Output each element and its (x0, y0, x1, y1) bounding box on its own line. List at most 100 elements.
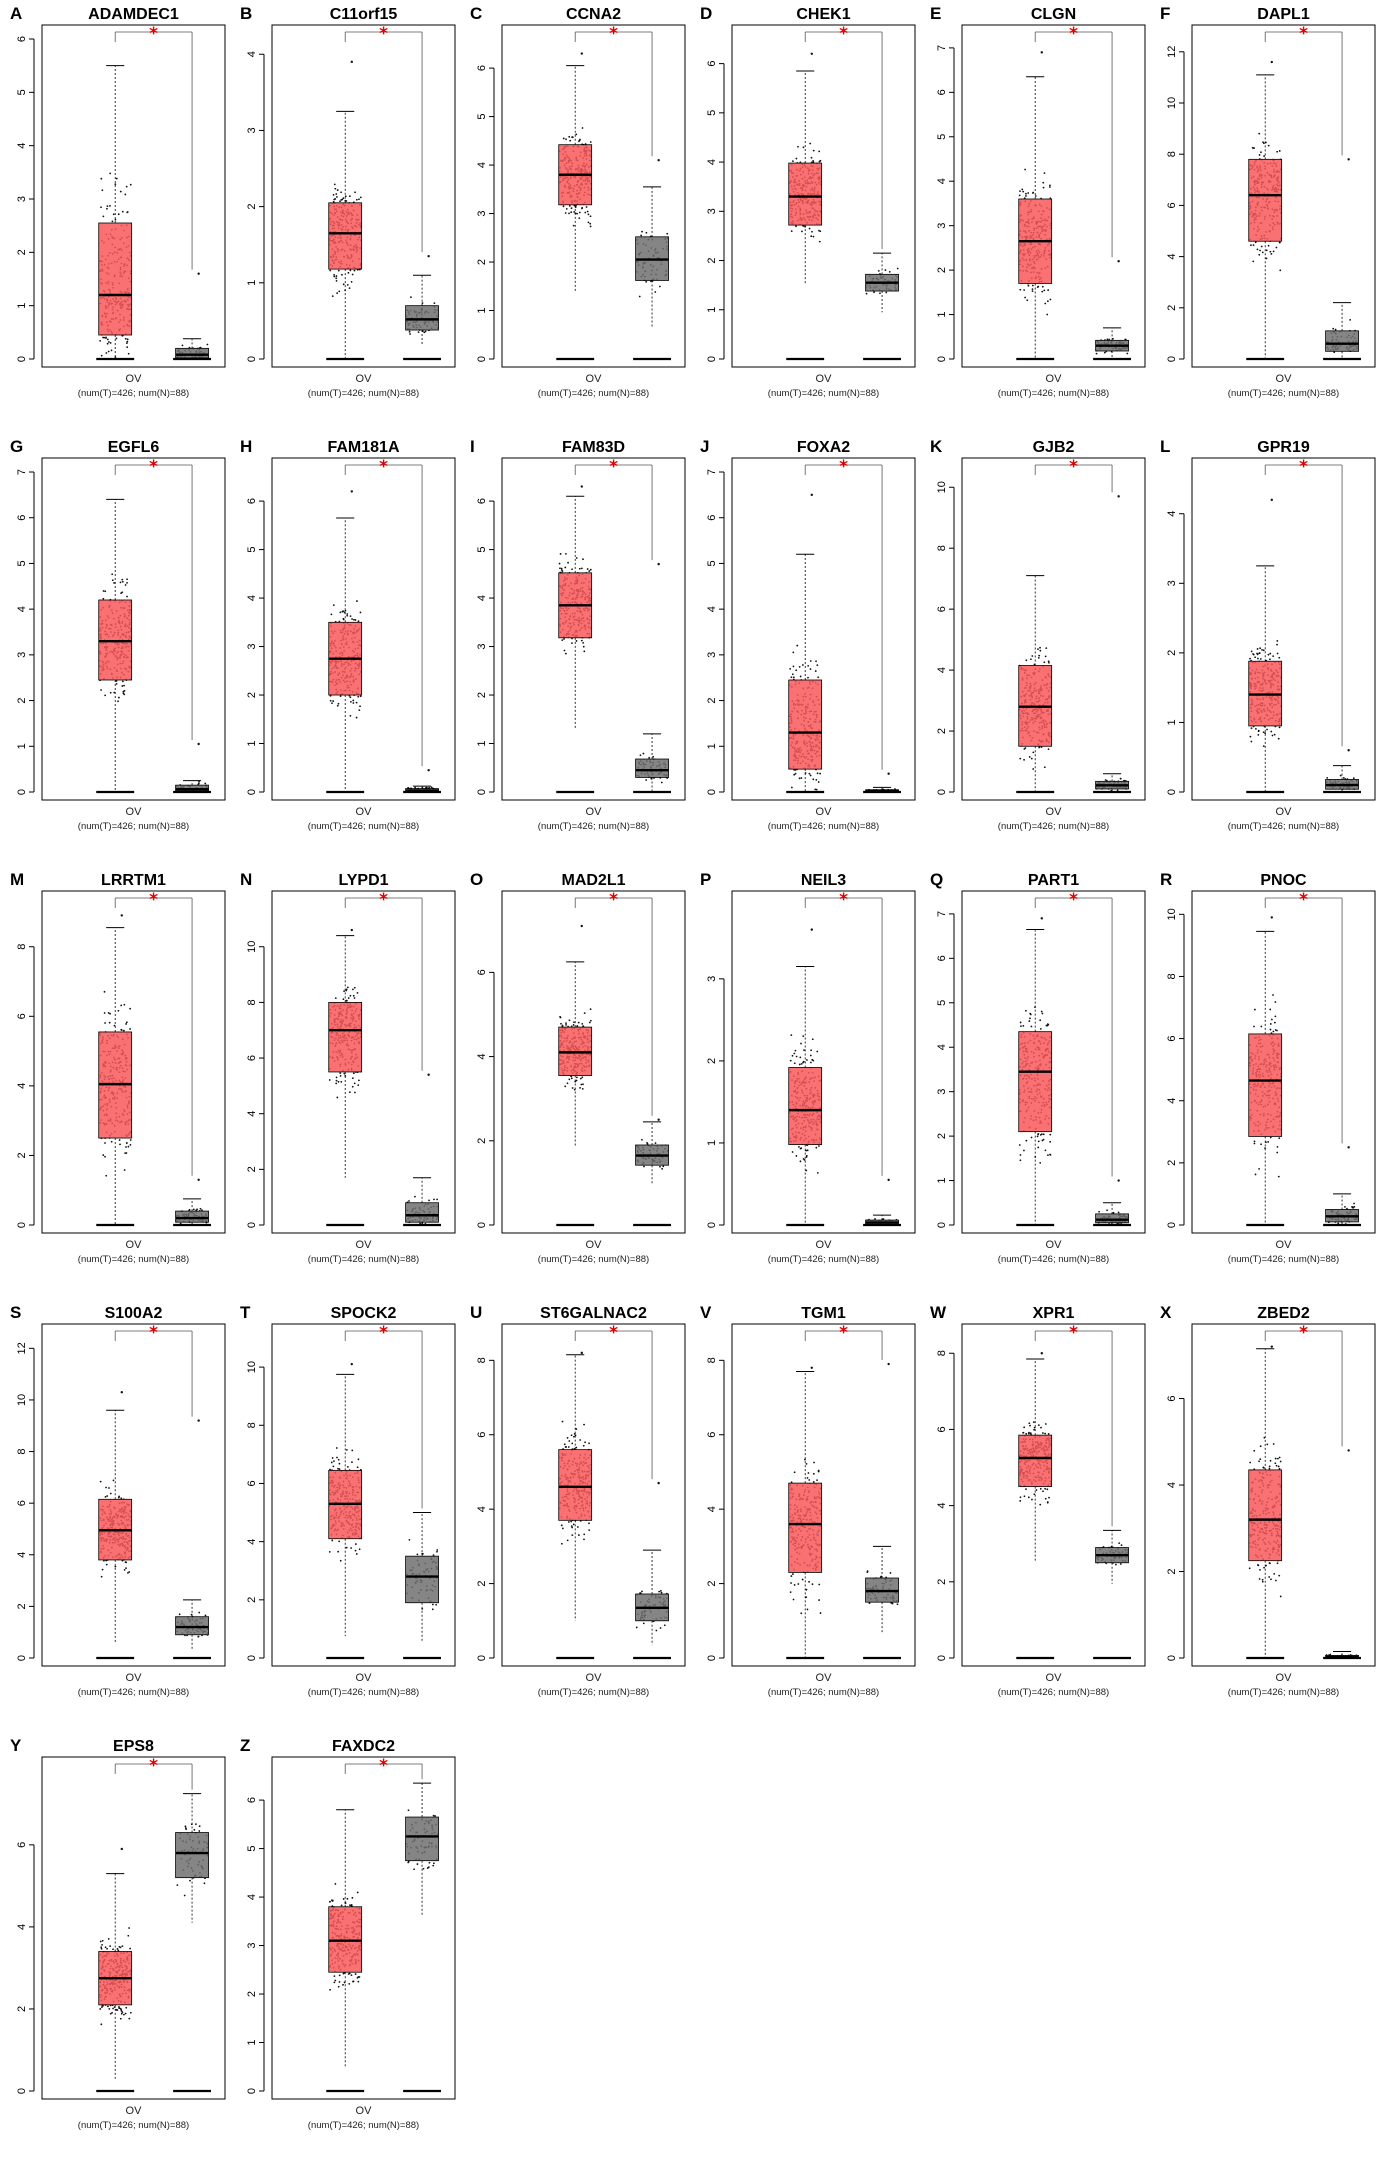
data-point (580, 639, 583, 642)
sample-counts: (num(T)=426; num(N)=88) (538, 388, 649, 399)
data-point (1043, 766, 1046, 769)
data-point (340, 1080, 343, 1083)
box-iqr (175, 1210, 209, 1223)
data-point (1267, 653, 1270, 656)
outlier-point (197, 272, 200, 275)
outlier-point (810, 493, 813, 497)
panel-letter: J (700, 437, 709, 456)
y-tick-label: 12 (1166, 46, 1178, 58)
panel-m: M LRRTM1 0 2 4 6 8 OV (num(T)=426; num(N)=88) * (0, 866, 230, 1299)
data-point (109, 205, 111, 207)
data-point (1271, 734, 1274, 737)
data-point (1254, 241, 1257, 244)
data-point (812, 149, 815, 152)
data-point (121, 210, 124, 213)
y-tick-label: 6 (476, 65, 488, 71)
sample-counts: (num(T)=426; num(N)=88) (998, 388, 1109, 399)
data-point (352, 994, 355, 997)
data-point (341, 198, 344, 201)
data-point (129, 1007, 132, 1010)
data-point (352, 699, 355, 702)
data-point (1262, 731, 1265, 734)
data-point (572, 224, 575, 227)
sample-counts: (num(T)=426; num(N)=88) (1228, 821, 1339, 832)
data-point (346, 613, 349, 615)
data-point (896, 267, 899, 270)
data-point (337, 269, 340, 272)
significance-star: * (609, 457, 618, 477)
panel-i: I FAM83D 0 1 2 3 4 5 6 OV (num(T)=426; num(N)=88) * (460, 433, 690, 866)
data-point (818, 160, 821, 163)
data-point (122, 692, 125, 695)
data-point (99, 339, 102, 342)
data-point (1257, 730, 1260, 733)
data-point (559, 553, 562, 555)
data-point (356, 600, 358, 602)
y-tick-label: 1 (936, 311, 948, 317)
data-point (809, 142, 812, 145)
y-tick-label: 0 (246, 789, 258, 795)
data-point (1039, 649, 1042, 652)
outlier-point (427, 254, 430, 258)
y-tick-label: 6 (16, 515, 28, 521)
data-point (113, 691, 116, 694)
data-point (349, 615, 352, 618)
data-point (815, 788, 818, 791)
data-point (334, 187, 337, 190)
box-n (633, 159, 672, 361)
data-point (1047, 660, 1050, 663)
outlier-point (1270, 498, 1273, 502)
panel-letter: F (1160, 4, 1170, 23)
data-point (328, 1079, 331, 1081)
significance-star: * (1299, 24, 1308, 44)
data-point (123, 1169, 126, 1171)
plot-frame (271, 890, 456, 1234)
data-point (1049, 298, 1052, 301)
panel-e: E CLGN 0 1 2 3 4 5 6 7 OV (num(T)=426; num(N)=88) * (920, 0, 1150, 433)
data-point (1104, 779, 1107, 781)
box-t (326, 60, 365, 361)
data-point (571, 136, 574, 139)
y-tick-label: 3 (476, 643, 488, 649)
data-point (1262, 649, 1265, 652)
outlier-point (887, 772, 890, 775)
data-point (1249, 657, 1252, 660)
x-axis-label: OV (1046, 373, 1063, 385)
significance-star: * (379, 24, 388, 44)
data-point (564, 652, 567, 655)
data-point (589, 141, 592, 143)
y-tick-label: 4 (246, 51, 258, 57)
data-point (570, 207, 573, 210)
data-point (582, 645, 585, 648)
box-iqr (328, 202, 363, 270)
data-point (335, 1079, 338, 1082)
data-point (123, 684, 125, 687)
data-point (642, 752, 645, 755)
sample-counts: (num(T)=426; num(N)=88) (998, 821, 1109, 832)
y-tick-label: 4 (16, 1083, 28, 1089)
data-point (589, 215, 592, 218)
data-point (119, 581, 122, 584)
data-point (1041, 285, 1044, 288)
data-point (589, 568, 592, 571)
data-point (100, 177, 103, 180)
data-point (791, 673, 794, 676)
data-point (1031, 655, 1034, 657)
data-point (792, 160, 794, 163)
data-point (578, 140, 580, 143)
panel-c: C CCNA2 0 1 2 3 4 5 6 OV (num(T)=426; num(N)=88) * (460, 0, 690, 433)
data-point (104, 1022, 107, 1024)
y-tick-label: 2 (1166, 305, 1178, 311)
data-point (816, 664, 819, 667)
significance-bracket: * (574, 457, 653, 561)
y-tick-label: 2 (246, 692, 258, 698)
data-point (1260, 245, 1263, 248)
sample-counts: (num(T)=426; num(N)=88) (538, 821, 649, 832)
data-point (206, 343, 209, 346)
data-point (1257, 657, 1259, 660)
y-tick-label: 0 (1166, 356, 1178, 362)
data-point (1039, 646, 1041, 649)
data-point (355, 198, 358, 201)
data-point (1276, 652, 1279, 655)
